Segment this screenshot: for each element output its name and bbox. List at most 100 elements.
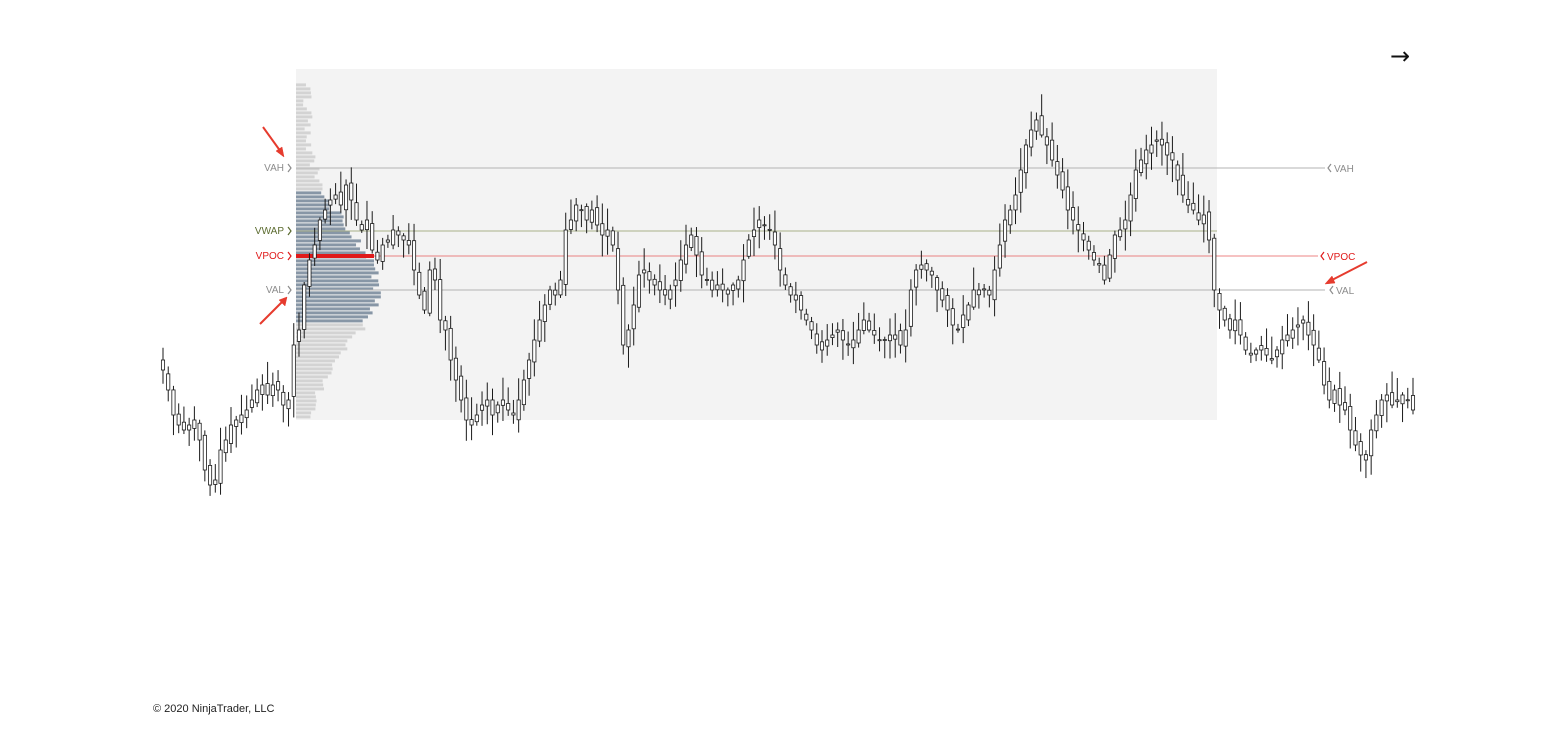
candlestick xyxy=(914,264,919,306)
volume-profile-bar xyxy=(296,275,372,279)
candlestick xyxy=(867,312,872,333)
candlestick xyxy=(950,298,955,345)
volume-profile-bar xyxy=(296,295,381,299)
val-right-chevron-icon xyxy=(1329,285,1334,295)
candlestick xyxy=(966,302,971,327)
volume-profile-bar xyxy=(296,143,312,147)
candlestick xyxy=(689,227,694,252)
candlestick xyxy=(935,275,940,313)
candlestick xyxy=(757,206,762,249)
candlestick xyxy=(699,237,704,289)
candlestick xyxy=(537,300,542,348)
candlestick xyxy=(1081,221,1086,252)
candlestick xyxy=(548,285,553,311)
candlestick xyxy=(741,244,746,303)
candlestick xyxy=(296,312,302,357)
candlestick xyxy=(1091,245,1096,266)
volume-profile-bar xyxy=(296,407,316,411)
volume-profile-bar xyxy=(296,115,313,119)
candlestick xyxy=(1076,206,1081,253)
candlestick xyxy=(961,295,966,344)
candlestick xyxy=(872,313,877,344)
candlestick xyxy=(1029,111,1034,157)
candlestick xyxy=(244,395,249,429)
volume-profile-bar xyxy=(296,87,311,91)
volume-profile-bar xyxy=(296,283,380,287)
candlestick xyxy=(793,281,798,314)
volume-profile-bar xyxy=(296,343,346,347)
volume-profile-bar xyxy=(296,291,381,295)
volume-profile-bar xyxy=(296,139,306,143)
candlestick xyxy=(228,407,234,453)
candlestick xyxy=(1363,450,1368,479)
candlestick xyxy=(657,264,662,304)
candlestick xyxy=(861,302,866,335)
candlestick xyxy=(218,427,223,495)
candlestick xyxy=(1327,367,1332,409)
candlestick xyxy=(166,366,171,402)
candlestick xyxy=(312,227,317,266)
candlestick xyxy=(202,430,207,482)
arrow-right-icon[interactable]: → xyxy=(1390,42,1411,70)
candlestick xyxy=(1274,346,1280,368)
volume-profile-bar xyxy=(296,167,320,171)
candlestick xyxy=(260,374,265,411)
candlestick xyxy=(997,223,1002,277)
volume-profile-bar xyxy=(296,271,379,275)
candlestick xyxy=(1254,347,1259,362)
volume-profile-bar xyxy=(296,231,350,235)
candlestick xyxy=(683,224,689,274)
volume-profile-bar xyxy=(296,267,376,271)
volume-profile-bar xyxy=(296,371,332,375)
candlestick xyxy=(1013,177,1018,225)
candlestick xyxy=(1191,182,1196,215)
candlestick xyxy=(1358,433,1363,472)
candlestick xyxy=(527,352,532,396)
volume-profile-bar xyxy=(296,251,366,255)
vpoc-left-label: VPOC xyxy=(256,251,284,262)
candlestick xyxy=(249,384,254,413)
candlestick xyxy=(772,210,777,260)
vah-right-label: VAH xyxy=(1334,164,1354,175)
candlestick xyxy=(610,226,615,252)
volume-profile-bar xyxy=(296,311,373,315)
candlestick xyxy=(438,258,443,334)
candlestick xyxy=(1400,392,1405,423)
candlestick xyxy=(762,216,767,240)
volume-profile-bar xyxy=(296,171,318,175)
candlestick xyxy=(919,250,924,279)
volume-profile-bar xyxy=(296,319,363,323)
candlestick xyxy=(375,239,380,264)
volume-profile-bar xyxy=(296,163,310,167)
candlestick xyxy=(417,262,422,300)
volume-profile-bar xyxy=(296,191,322,195)
volume-profile-bar xyxy=(296,123,311,127)
volume-profile-bar xyxy=(296,379,323,383)
candlestick xyxy=(553,282,558,306)
candlestick xyxy=(1159,121,1164,166)
candlestick xyxy=(265,361,270,404)
vah-left-label: VAH xyxy=(264,163,284,174)
volume-profile-bar xyxy=(296,127,305,131)
vah-right-chevron-icon xyxy=(1327,163,1332,173)
val-left-chevron-icon xyxy=(287,285,292,295)
candlestick xyxy=(323,198,328,224)
vpoc-right-chevron-icon xyxy=(1320,251,1325,261)
volume-profile-bar xyxy=(296,411,312,415)
candlestick xyxy=(459,365,464,413)
candlestick xyxy=(1123,200,1128,251)
candlestick xyxy=(830,323,835,346)
volume-profile-bar xyxy=(296,195,325,199)
candlestick xyxy=(710,271,715,298)
volume-profile-bar xyxy=(296,235,352,239)
candlestick xyxy=(396,226,401,248)
candlestick xyxy=(558,270,563,298)
vpoc-profile-bar xyxy=(296,254,374,258)
candlestick xyxy=(1316,330,1321,363)
candlestick xyxy=(160,347,166,384)
candlestick xyxy=(673,262,678,307)
volume-profile-bar xyxy=(296,303,379,307)
candlestick xyxy=(443,315,448,351)
candlestick xyxy=(223,426,228,462)
